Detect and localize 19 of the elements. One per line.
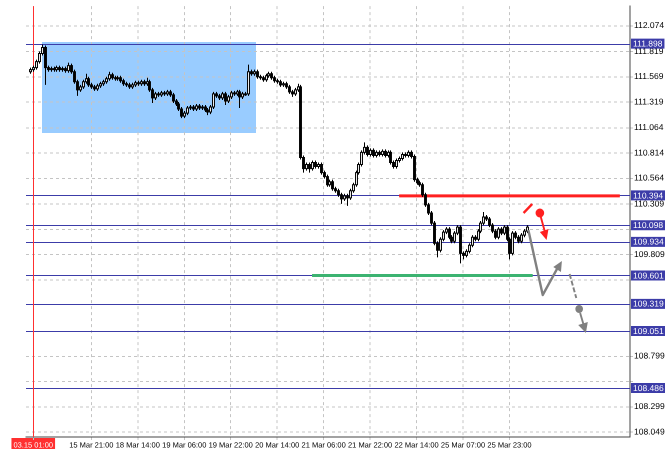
ref-line-label: 110.394	[633, 190, 664, 200]
y-tick-label: 108.799	[634, 350, 665, 361]
y-tick-label: 110.564	[634, 172, 664, 183]
y-tick-label: 111.319	[634, 96, 664, 106]
ref-line-label: 109.601	[633, 270, 664, 280]
y-tick-label: 112.074	[634, 20, 664, 30]
ref-line-label: 109.934	[633, 236, 664, 247]
y-tick-label: 108.299	[634, 401, 665, 412]
ref-line-label: 109.319	[633, 298, 664, 309]
y-tick-label: 108.049	[634, 426, 665, 436]
ref-line-label: 110.098	[633, 220, 664, 230]
y-tick-label: 110.814	[634, 147, 664, 158]
y-tick-label: 111.569	[634, 71, 664, 82]
ref-line-label: 111.898	[633, 38, 663, 48]
y-tick-label: 110.309	[634, 198, 664, 208]
ref-line-label: 109.051	[633, 326, 664, 336]
y-tick-label: 111.064	[634, 122, 664, 132]
y-tick-label: 109.809	[634, 248, 665, 259]
ref-line-label: 108.486	[633, 382, 664, 393]
